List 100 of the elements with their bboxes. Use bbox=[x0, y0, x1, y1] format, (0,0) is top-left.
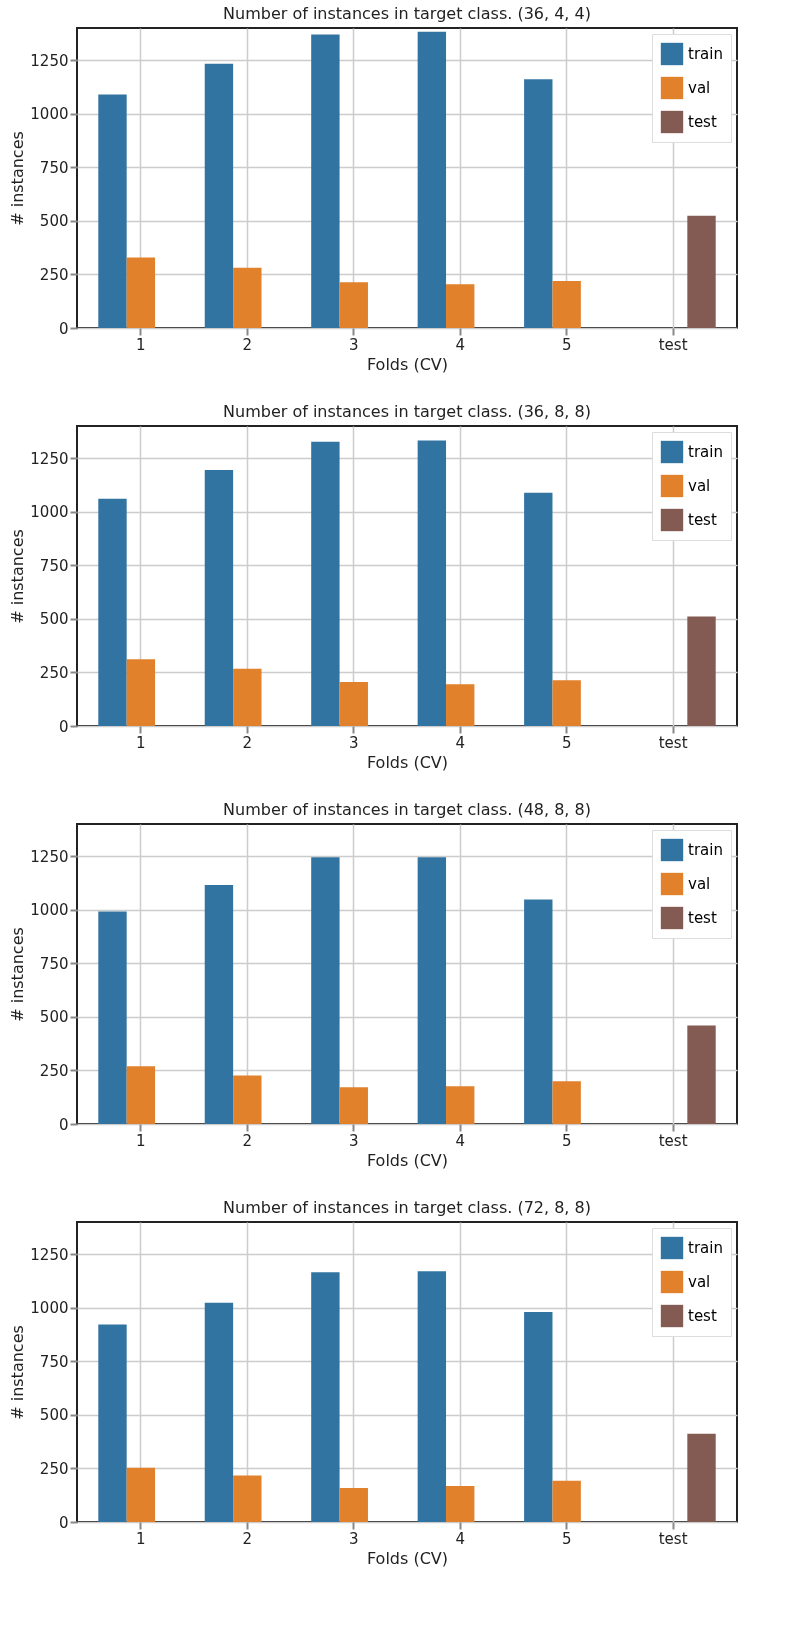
bar bbox=[98, 911, 127, 1124]
bar bbox=[524, 79, 553, 328]
y-tick-label: 500 bbox=[39, 610, 69, 629]
legend-label: test bbox=[688, 1307, 717, 1325]
bar bbox=[204, 63, 234, 328]
y-tick-label: 750 bbox=[39, 158, 69, 177]
x-tick-label: test bbox=[658, 1131, 688, 1150]
bar bbox=[446, 284, 475, 328]
x-tick-label: 4 bbox=[455, 1529, 465, 1548]
y-tick-label: 500 bbox=[39, 212, 69, 231]
bar bbox=[446, 1086, 475, 1124]
bar bbox=[446, 1486, 475, 1522]
x-tick-label: 5 bbox=[561, 335, 572, 354]
bar bbox=[233, 267, 262, 328]
bar bbox=[126, 659, 156, 726]
x-tick-label: 5 bbox=[561, 1529, 572, 1548]
bar bbox=[204, 469, 234, 726]
bar bbox=[417, 31, 447, 328]
bar bbox=[204, 885, 234, 1124]
y-tick-label: 1000 bbox=[30, 901, 69, 920]
y-tick-label: 500 bbox=[39, 1008, 69, 1027]
legend-label: train bbox=[688, 443, 723, 461]
y-tick-label: 750 bbox=[39, 556, 69, 575]
y-tick-label: 0 bbox=[58, 319, 69, 338]
legend-label: val bbox=[688, 79, 711, 97]
y-tick-label: 250 bbox=[39, 1061, 69, 1080]
x-tick-label: 3 bbox=[349, 733, 359, 752]
bar bbox=[687, 1433, 716, 1522]
y-tick-label: 750 bbox=[39, 1352, 69, 1371]
x-tick-label: 4 bbox=[455, 733, 465, 752]
bar bbox=[126, 1066, 156, 1124]
bar bbox=[204, 1302, 234, 1522]
y-axis-title: # instances bbox=[8, 927, 28, 1022]
x-tick-label: 4 bbox=[455, 1131, 465, 1150]
bar bbox=[126, 1467, 156, 1522]
y-axis-title: # instances bbox=[8, 131, 28, 226]
legend-label: val bbox=[688, 477, 711, 495]
chart-title: Number of instances in target class. (36, 8, 8) bbox=[223, 402, 591, 421]
y-tick-label: 1000 bbox=[30, 105, 69, 124]
legend-label: test bbox=[688, 511, 717, 529]
y-tick-label: 250 bbox=[39, 663, 69, 682]
bar bbox=[687, 1025, 716, 1124]
x-tick-label: 4 bbox=[455, 335, 465, 354]
x-tick-label: 3 bbox=[349, 1529, 359, 1548]
x-tick-label: test bbox=[658, 1529, 688, 1548]
legend-label: train bbox=[688, 1239, 723, 1257]
x-tick-label: 1 bbox=[136, 335, 146, 354]
bar bbox=[524, 1312, 553, 1522]
bar bbox=[311, 441, 340, 726]
bar bbox=[339, 1087, 368, 1124]
x-axis-title: Folds (CV) bbox=[366, 752, 449, 772]
x-axis-title: Folds (CV) bbox=[366, 1548, 449, 1568]
y-tick-label: 250 bbox=[39, 1459, 69, 1478]
x-tick-label: test bbox=[658, 733, 688, 752]
bar bbox=[311, 857, 340, 1124]
chart-title: Number of instances in target class. (36, 4, 4) bbox=[223, 4, 591, 23]
x-tick-label: 2 bbox=[242, 1131, 253, 1150]
bar bbox=[311, 34, 340, 328]
bar bbox=[233, 668, 262, 726]
y-tick-label: 750 bbox=[39, 954, 69, 973]
y-tick-label: 1250 bbox=[30, 51, 69, 70]
x-tick-label: 3 bbox=[349, 1131, 359, 1150]
bar bbox=[524, 899, 553, 1124]
legend-label: test bbox=[688, 113, 717, 131]
x-axis-title: Folds (CV) bbox=[366, 1150, 449, 1170]
y-tick-label: 1250 bbox=[30, 449, 69, 468]
x-tick-label: test bbox=[658, 335, 688, 354]
legend-label: val bbox=[688, 875, 711, 893]
bar bbox=[233, 1075, 262, 1124]
y-tick-label: 1000 bbox=[30, 503, 69, 522]
x-tick-label: 2 bbox=[242, 335, 253, 354]
bar bbox=[339, 1487, 368, 1522]
x-tick-label: 1 bbox=[136, 1131, 146, 1150]
legend-label: train bbox=[688, 45, 723, 63]
y-tick-label: 1000 bbox=[30, 1299, 69, 1318]
bar bbox=[311, 1272, 340, 1522]
x-tick-label: 1 bbox=[136, 733, 146, 752]
legend-label: train bbox=[688, 841, 723, 859]
bar bbox=[126, 257, 156, 328]
legend-label: val bbox=[688, 1273, 711, 1291]
y-axis-title: # instances bbox=[8, 529, 28, 624]
y-tick-label: 500 bbox=[39, 1406, 69, 1425]
x-tick-label: 5 bbox=[561, 733, 572, 752]
bar bbox=[233, 1475, 262, 1522]
bar bbox=[552, 281, 581, 328]
x-tick-label: 2 bbox=[242, 1529, 253, 1548]
bar bbox=[446, 684, 475, 726]
bar bbox=[417, 440, 447, 726]
x-tick-label: 3 bbox=[349, 335, 359, 354]
x-axis-title: Folds (CV) bbox=[366, 354, 449, 374]
y-tick-label: 1250 bbox=[30, 1245, 69, 1264]
bar bbox=[98, 94, 127, 328]
bar bbox=[339, 682, 368, 726]
bar bbox=[417, 857, 447, 1124]
x-tick-label: 2 bbox=[242, 733, 253, 752]
bar bbox=[552, 680, 581, 726]
y-tick-label: 250 bbox=[39, 265, 69, 284]
bar bbox=[687, 616, 716, 726]
bar bbox=[417, 1271, 447, 1522]
x-tick-label: 5 bbox=[561, 1131, 572, 1150]
